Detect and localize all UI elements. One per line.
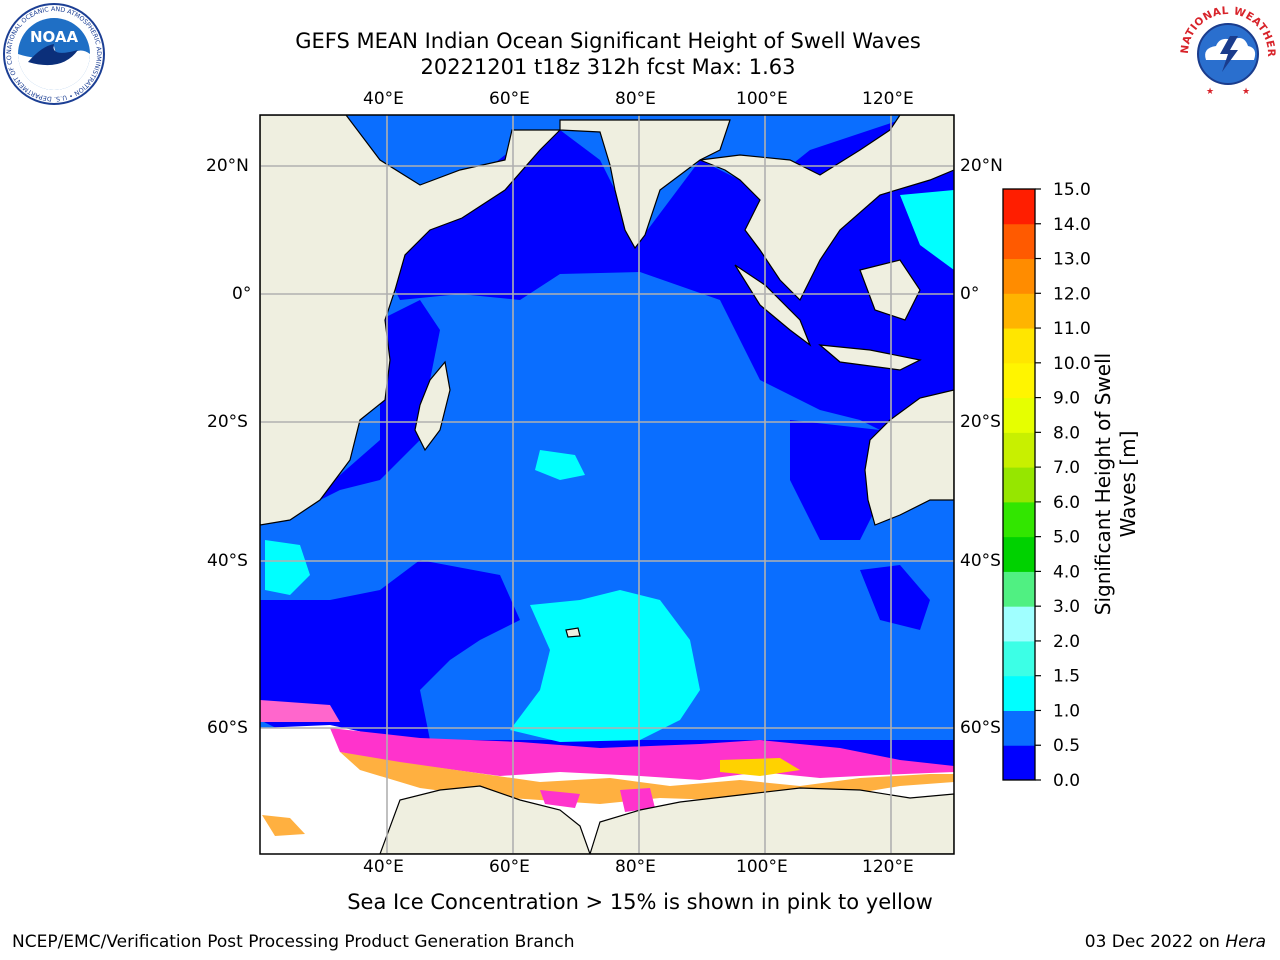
nws-logo: NATIONAL WEATHER SERVICE ★ ★: [1176, 2, 1277, 103]
footer-date-text: 03 Dec 2022 on: [1084, 932, 1226, 952]
colorbar-segment: [1003, 640, 1035, 677]
colorbar-tick-label: 15.0: [1053, 180, 1091, 200]
lon-label-bottom-120e: 120°E: [862, 857, 914, 877]
lat-label-right-20s: 20°S: [960, 412, 1001, 432]
colorbar-segment: [1003, 432, 1035, 468]
colorbar-segment: [1003, 675, 1035, 711]
lon-label-bottom-80e: 80°E: [615, 857, 656, 877]
colorbar: [1003, 189, 1035, 781]
noaa-text: NOAA: [30, 28, 79, 46]
lat-label-left-60s: 60°S: [207, 718, 248, 738]
lon-label-bottom-60e: 60°E: [489, 857, 530, 877]
lon-label-bottom-40e: 40°E: [363, 857, 404, 877]
noaa-logo: NATIONAL OCEANIC AND ATMOSPHERIC ADMINIS…: [2, 2, 105, 105]
colorbar-tick-label: 13.0: [1053, 250, 1091, 270]
lat-label-right-20n: 20°N: [960, 156, 1003, 176]
colorbar-label-line2: Waves [m]: [1116, 430, 1140, 538]
lon-label-top-60e: 60°E: [489, 89, 530, 109]
svg-text:★: ★: [1242, 87, 1250, 97]
lon-label-bottom-100e: 100°E: [736, 857, 788, 877]
colorbar-segment: [1003, 710, 1035, 746]
colorbar-segment: [1003, 362, 1035, 399]
colorbar-tick-label: 9.0: [1053, 389, 1080, 409]
lon-label-top-120e: 120°E: [862, 89, 914, 109]
lat-label-left-0: 0°: [232, 284, 252, 304]
lon-label-top-80e: 80°E: [615, 89, 656, 109]
colorbar-frame: [1002, 188, 1036, 781]
colorbar-segment: [1003, 223, 1035, 260]
colorbar-tick-label: 1.5: [1053, 667, 1080, 687]
colorbar-segment: [1003, 571, 1035, 607]
colorbar-segment: [1003, 397, 1035, 433]
lat-label-right-40s: 40°S: [960, 551, 1001, 571]
colorbar-segment: [1003, 745, 1035, 781]
lat-label-left-20s: 20°S: [207, 412, 248, 432]
colorbar-tick-label: 4.0: [1053, 562, 1080, 582]
colorbar-tick-label: 14.0: [1053, 215, 1091, 235]
svg-text:★: ★: [1206, 87, 1214, 97]
colorbar-segment: [1003, 536, 1035, 572]
lat-label-left-20n: 20°N: [206, 156, 249, 176]
footer-date: 03 Dec 2022 on Hera: [1085, 932, 1266, 952]
colorbar-ticks: 0.0 0.5 1.0 1.5 2.0 3.0 4.0 5.0 6.0 7.0 8.0 9.0 10.0…: [1035, 180, 1091, 791]
gridlines: [260, 115, 954, 854]
colorbar-tick-label: 7.0: [1053, 458, 1080, 478]
colorbar-tick-label: 12.0: [1053, 284, 1091, 304]
colorbar-tick-label: 2.0: [1053, 632, 1080, 652]
footer-host: Hera: [1225, 932, 1266, 952]
colorbar-tick-label: 6.0: [1053, 493, 1080, 513]
colorbar-label-line1: Significant Height of Swell: [1091, 352, 1115, 616]
footer-producer: NCEP/EMC/Verification Post Processing Pr…: [12, 932, 575, 952]
colorbar-label: Significant Height of Swell Waves [m]: [1091, 324, 1141, 644]
colorbar-segment: [1003, 501, 1035, 538]
lat-label-right-60s: 60°S: [960, 718, 1001, 738]
chart-title: GEFS MEAN Indian Ocean Significant Heigh…: [295, 29, 921, 53]
chart-subtitle: 20221201 t18z 312h fcst Max: 1.63: [420, 55, 796, 79]
colorbar-tick-label: 8.0: [1053, 423, 1080, 443]
colorbar-tick-label: 11.0: [1053, 319, 1091, 339]
lon-label-top-100e: 100°E: [736, 89, 788, 109]
colorbar-tick-label: 0.5: [1053, 736, 1080, 756]
colorbar-tick-label: 3.0: [1053, 597, 1080, 617]
map-frame: [259, 114, 955, 855]
swell-1.0-1.5-zones: [265, 190, 954, 742]
colorbar-segment: [1003, 258, 1035, 294]
lat-label-left-40s: 40°S: [207, 551, 248, 571]
colorbar-segment: [1003, 606, 1035, 642]
lat-label-right-0: 0°: [960, 284, 980, 304]
colorbar-segment: [1003, 189, 1035, 225]
colorbar-tick-label: 1.0: [1053, 701, 1080, 721]
sea-ice-caption: Sea Ice Concentration > 15% is shown in …: [347, 890, 933, 914]
colorbar-tick-label: 0.0: [1053, 771, 1080, 791]
colorbar-tick-label: 10.0: [1053, 354, 1091, 374]
colorbar-tick-label: 5.0: [1053, 528, 1080, 548]
lon-label-top-40e: 40°E: [363, 89, 404, 109]
colorbar-segment: [1003, 293, 1035, 329]
colorbar-segment: [1003, 328, 1035, 364]
colorbar-segment: [1003, 467, 1035, 503]
